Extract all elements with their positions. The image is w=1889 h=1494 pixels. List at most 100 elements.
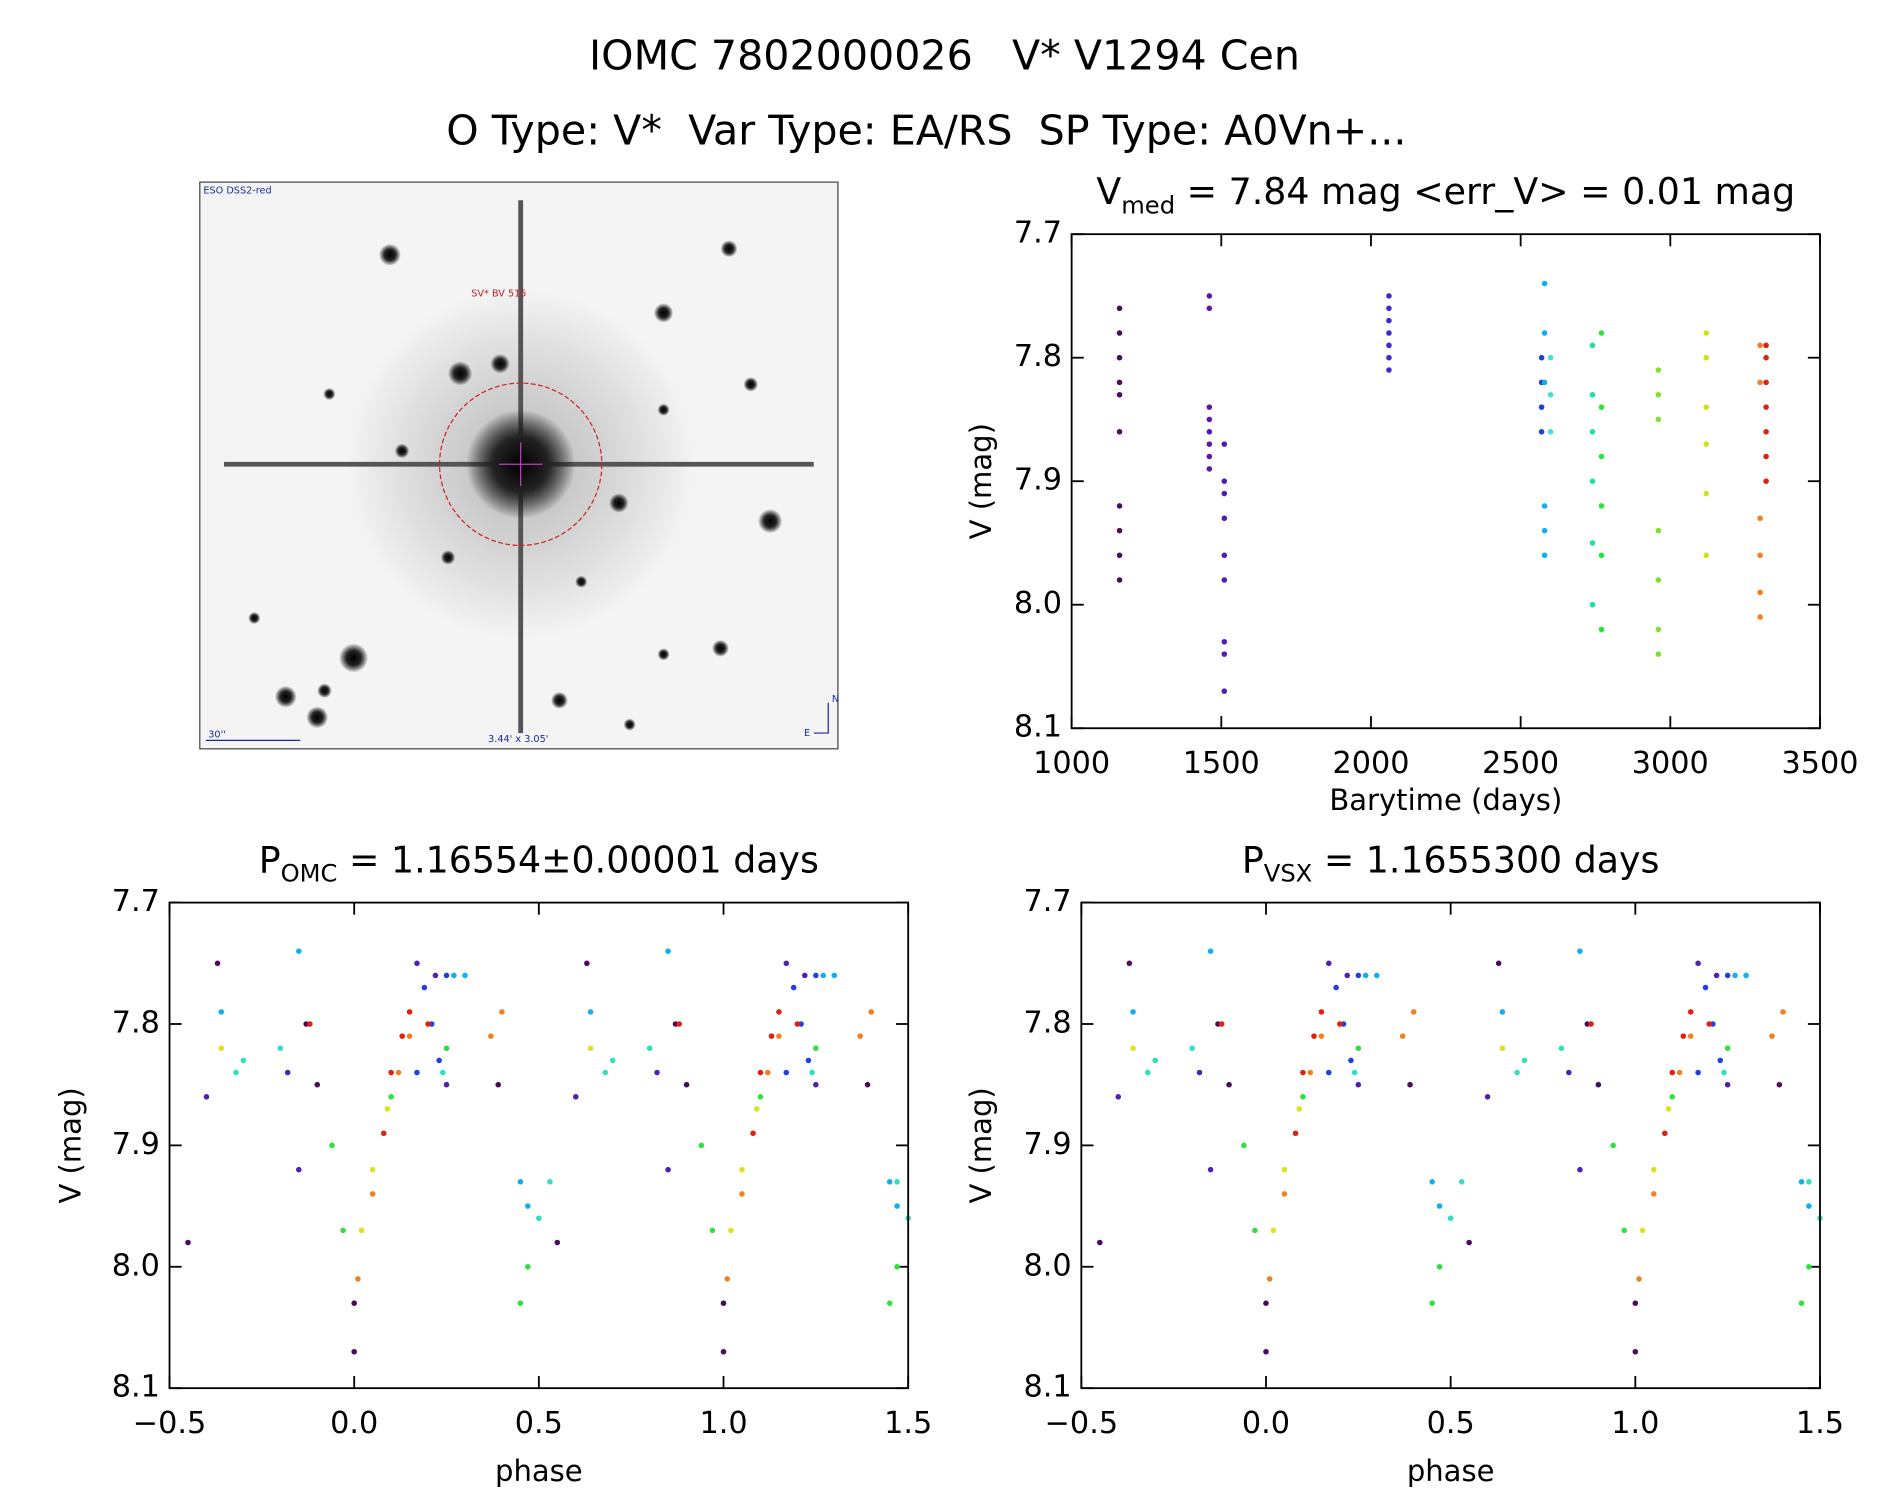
data-point: [406, 1033, 413, 1039]
data-point: [1798, 1300, 1805, 1306]
data-point: [1362, 972, 1369, 979]
data-point: [358, 1227, 365, 1234]
x-axis-label: phase: [1407, 1454, 1495, 1488]
star: [248, 611, 261, 625]
data-point: [1447, 1215, 1454, 1222]
data-point: [1665, 1106, 1672, 1112]
data-point: [1466, 1239, 1472, 1246]
data-point: [1325, 960, 1332, 967]
data-point: [1337, 1021, 1343, 1027]
data-point: [1410, 1009, 1417, 1015]
data-point: [1407, 1081, 1413, 1088]
data-point: [1221, 577, 1228, 583]
data-point: [369, 1191, 376, 1197]
y-tick-label: 7.9: [1024, 1127, 1072, 1162]
data-point: [1189, 1045, 1195, 1052]
data-point: [1386, 354, 1392, 361]
data-point: [1145, 1069, 1151, 1076]
title-part: P: [259, 839, 281, 882]
y-tick-label: 8.0: [1014, 586, 1062, 621]
data-point: [1429, 1179, 1435, 1185]
data-point: [1221, 688, 1228, 694]
title-subscript: med: [1121, 191, 1175, 219]
data-point: [1386, 367, 1392, 373]
data-point: [1495, 960, 1502, 967]
x-tick-label: −0.5: [1045, 1406, 1119, 1441]
star: [653, 303, 674, 323]
data-point: [1566, 1069, 1572, 1076]
data-point: [739, 1166, 745, 1173]
data-point: [857, 1033, 863, 1039]
data-point: [1221, 638, 1228, 645]
data-point: [314, 1081, 321, 1088]
x-tick-label: 0.0: [1242, 1406, 1290, 1441]
data-point: [399, 1033, 405, 1039]
data-point: [1538, 354, 1545, 361]
data-point: [451, 972, 457, 979]
data-point: [1662, 1130, 1668, 1137]
data-point: [805, 1057, 812, 1064]
data-point: [783, 960, 790, 967]
data-point: [1116, 552, 1123, 559]
data-point: [443, 972, 450, 979]
data-point: [547, 1179, 553, 1185]
data-point: [683, 1081, 690, 1088]
star: [623, 718, 636, 731]
data-point: [1639, 1227, 1646, 1234]
data-point: [790, 984, 797, 991]
data-point: [1703, 552, 1710, 559]
data-point: [351, 1348, 357, 1355]
data-point: [1206, 453, 1213, 460]
data-point: [414, 1069, 420, 1076]
data-point: [1351, 1069, 1358, 1076]
x-tick-label: 2500: [1482, 746, 1559, 781]
data-point: [1514, 1069, 1520, 1076]
data-point: [1206, 441, 1213, 447]
y-tick-label: 7.8: [112, 1005, 160, 1040]
data-point: [1386, 305, 1392, 312]
star: [274, 685, 297, 708]
data-point: [1097, 1239, 1103, 1246]
data-point: [1221, 552, 1228, 559]
data-point: [1655, 577, 1662, 583]
data-point: [1558, 1045, 1565, 1052]
data-point: [1115, 1094, 1122, 1100]
data-point: [654, 1069, 660, 1076]
data-point: [1221, 441, 1228, 447]
y-tick-label: 7.7: [112, 884, 160, 919]
chart: POMC = 1.16554±0.00001 days phase V (mag) −…: [54, 839, 933, 1488]
plot-frame: [1070, 233, 1821, 730]
data-point: [1547, 354, 1554, 361]
title-part: = 1.16554±0.00001 days: [337, 839, 819, 882]
data-point: [1130, 1009, 1136, 1015]
data-point: [868, 1009, 875, 1015]
data-point: [646, 1045, 653, 1052]
data-point: [388, 1094, 394, 1100]
data-point: [395, 1069, 402, 1076]
data-point: [1724, 1081, 1731, 1088]
data-point: [1292, 1130, 1299, 1137]
data-point: [1355, 1081, 1362, 1088]
data-point: [1655, 527, 1662, 534]
star: [657, 648, 670, 661]
data-point: [1655, 367, 1662, 373]
data-point: [801, 972, 808, 979]
data-point: [753, 1106, 760, 1112]
data-point: [436, 1057, 442, 1064]
target-circle: [438, 382, 603, 546]
data-point: [1703, 404, 1710, 410]
data-point: [1541, 280, 1548, 287]
data-point: [495, 1081, 502, 1088]
data-point: [1713, 972, 1720, 979]
chart: PVSX = 1.1655300 days phase V (mag) −0.5 0.0…: [964, 839, 1844, 1488]
data-point: [414, 960, 420, 967]
star: [712, 639, 729, 657]
data-point: [307, 1021, 313, 1027]
plot-frame: [1080, 901, 1821, 1390]
data-point: [768, 1033, 775, 1039]
data-point: [1206, 293, 1213, 299]
data-point: [809, 1069, 815, 1076]
data-point: [351, 1300, 357, 1306]
data-point: [584, 960, 590, 967]
